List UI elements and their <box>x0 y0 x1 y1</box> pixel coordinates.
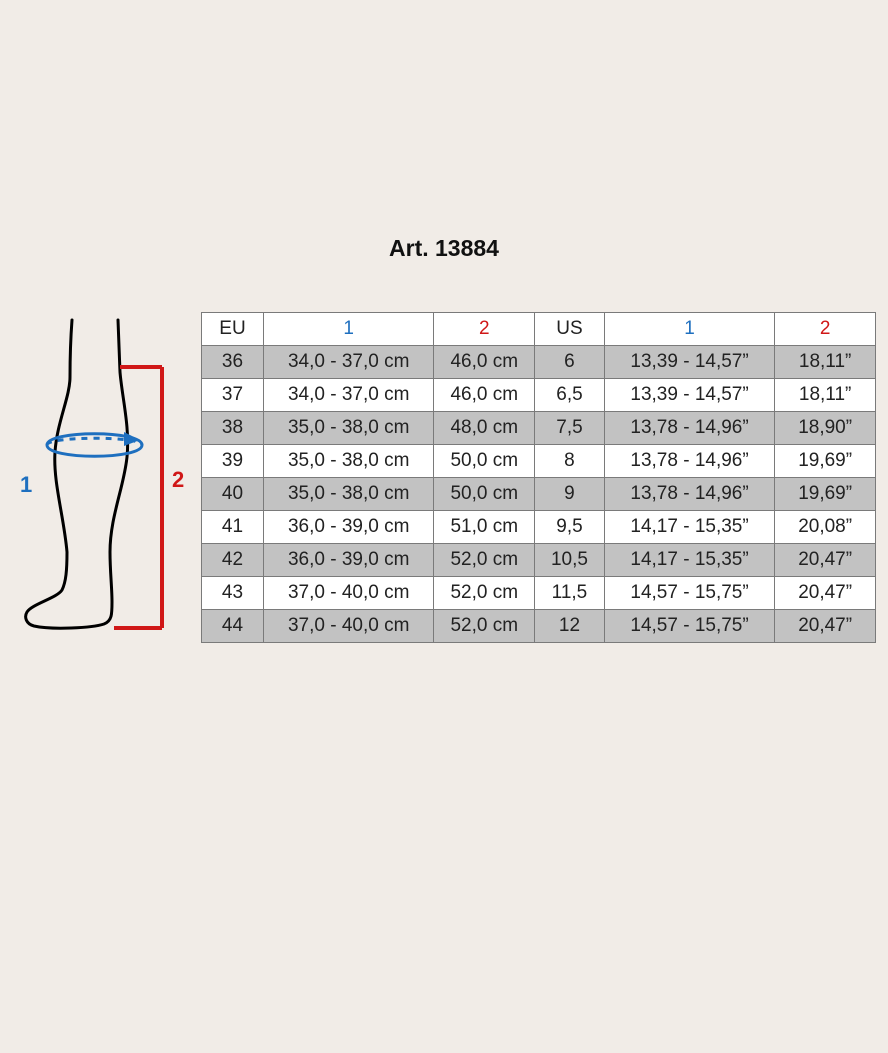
cell-cm2: 50,0 cm <box>434 478 535 511</box>
hdr-eu: EU <box>202 313 264 346</box>
cell-in1: 14,57 - 15,75” <box>604 610 774 643</box>
cell-in2: 20,08” <box>775 511 876 544</box>
cell-cm2: 46,0 cm <box>434 379 535 412</box>
cell-cm1: 37,0 - 40,0 cm <box>263 577 433 610</box>
cell-eu: 38 <box>202 412 264 445</box>
cell-in1: 14,57 - 15,75” <box>604 577 774 610</box>
cell-in2: 19,69” <box>775 445 876 478</box>
cell-cm2: 50,0 cm <box>434 445 535 478</box>
cell-in2: 18,11” <box>775 379 876 412</box>
hdr-us: US <box>535 313 605 346</box>
cell-in2: 19,69” <box>775 478 876 511</box>
leg-outline <box>26 320 128 628</box>
table-row: 3634,0 - 37,0 cm46,0 cm613,39 - 14,57”18… <box>202 346 876 379</box>
cell-eu: 40 <box>202 478 264 511</box>
cell-in1: 14,17 - 15,35” <box>604 511 774 544</box>
cell-in1: 13,78 - 14,96” <box>604 412 774 445</box>
cell-in1: 13,78 - 14,96” <box>604 445 774 478</box>
size-table-wrap: EU 1 2 US 1 2 3634,0 - 37,0 cm46,0 cm613… <box>201 312 876 643</box>
cell-cm2: 52,0 cm <box>434 610 535 643</box>
table-row: 4035,0 - 38,0 cm50,0 cm913,78 - 14,96”19… <box>202 478 876 511</box>
header-row: EU 1 2 US 1 2 <box>202 313 876 346</box>
table-row: 3734,0 - 37,0 cm46,0 cm6,513,39 - 14,57”… <box>202 379 876 412</box>
cell-cm1: 35,0 - 38,0 cm <box>263 412 433 445</box>
cell-us: 7,5 <box>535 412 605 445</box>
cell-us: 9,5 <box>535 511 605 544</box>
cell-in1: 13,39 - 14,57” <box>604 379 774 412</box>
cell-in1: 14,17 - 15,35” <box>604 544 774 577</box>
content-row: 1 2 EU 1 2 US 1 2 <box>12 312 876 652</box>
cell-in1: 13,78 - 14,96” <box>604 478 774 511</box>
cell-cm2: 52,0 cm <box>434 544 535 577</box>
cell-in1: 13,39 - 14,57” <box>604 346 774 379</box>
cell-cm1: 36,0 - 39,0 cm <box>263 544 433 577</box>
cell-eu: 43 <box>202 577 264 610</box>
cell-eu: 39 <box>202 445 264 478</box>
article-title: Art. 13884 <box>0 235 888 262</box>
cell-eu: 37 <box>202 379 264 412</box>
leg-svg <box>12 312 197 652</box>
hdr-1-in: 1 <box>604 313 774 346</box>
cell-cm1: 35,0 - 38,0 cm <box>263 478 433 511</box>
cell-in2: 20,47” <box>775 544 876 577</box>
hdr-2-in: 2 <box>775 313 876 346</box>
cell-us: 10,5 <box>535 544 605 577</box>
diagram-label-1: 1 <box>20 472 32 498</box>
cell-cm2: 46,0 cm <box>434 346 535 379</box>
hdr-2-cm: 2 <box>434 313 535 346</box>
cell-eu: 44 <box>202 610 264 643</box>
cell-cm1: 35,0 - 38,0 cm <box>263 445 433 478</box>
cell-in2: 20,47” <box>775 610 876 643</box>
table-row: 4437,0 - 40,0 cm52,0 cm1214,57 - 15,75”2… <box>202 610 876 643</box>
cell-eu: 42 <box>202 544 264 577</box>
table-row: 4337,0 - 40,0 cm52,0 cm11,514,57 - 15,75… <box>202 577 876 610</box>
cell-cm1: 37,0 - 40,0 cm <box>263 610 433 643</box>
cell-in2: 18,11” <box>775 346 876 379</box>
size-chart-page: Art. 13884 1 2 <box>0 0 888 1053</box>
cell-us: 6 <box>535 346 605 379</box>
cell-eu: 41 <box>202 511 264 544</box>
cell-us: 12 <box>535 610 605 643</box>
table-row: 3935,0 - 38,0 cm50,0 cm813,78 - 14,96”19… <box>202 445 876 478</box>
cell-cm1: 36,0 - 39,0 cm <box>263 511 433 544</box>
cell-in2: 18,90” <box>775 412 876 445</box>
cell-cm1: 34,0 - 37,0 cm <box>263 379 433 412</box>
circumference-arrow <box>124 432 140 446</box>
cell-us: 8 <box>535 445 605 478</box>
cell-cm2: 48,0 cm <box>434 412 535 445</box>
diagram-label-2: 2 <box>172 467 184 493</box>
cell-cm1: 34,0 - 37,0 cm <box>263 346 433 379</box>
cell-us: 11,5 <box>535 577 605 610</box>
cell-cm2: 51,0 cm <box>434 511 535 544</box>
cell-cm2: 52,0 cm <box>434 577 535 610</box>
table-row: 4136,0 - 39,0 cm51,0 cm9,514,17 - 15,35”… <box>202 511 876 544</box>
table-row: 4236,0 - 39,0 cm52,0 cm10,514,17 - 15,35… <box>202 544 876 577</box>
size-table: EU 1 2 US 1 2 3634,0 - 37,0 cm46,0 cm613… <box>201 312 876 643</box>
table-row: 3835,0 - 38,0 cm48,0 cm7,513,78 - 14,96”… <box>202 412 876 445</box>
size-table-body: 3634,0 - 37,0 cm46,0 cm613,39 - 14,57”18… <box>202 346 876 643</box>
leg-diagram: 1 2 <box>12 312 197 652</box>
cell-in2: 20,47” <box>775 577 876 610</box>
cell-us: 9 <box>535 478 605 511</box>
hdr-1-cm: 1 <box>263 313 433 346</box>
cell-us: 6,5 <box>535 379 605 412</box>
cell-eu: 36 <box>202 346 264 379</box>
